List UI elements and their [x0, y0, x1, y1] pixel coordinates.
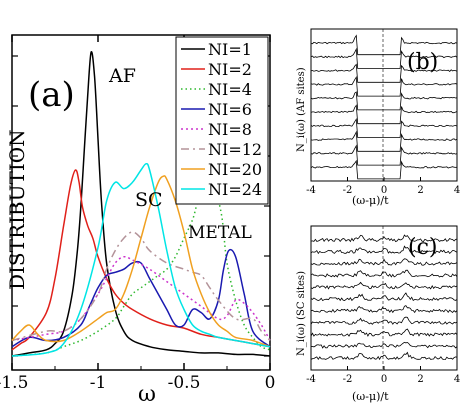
- annotation-metal: METAL: [188, 223, 252, 243]
- panel-b: (b) -4 -2 0 2 4 (ω-μ)/t N_i(ω) (AF sites): [296, 28, 460, 207]
- panel-a: (a) AF SC METAL DISTRIBUTION ω -1.5 -1 -0.…: [0, 34, 275, 405]
- legend-label: NI=1: [208, 40, 252, 59]
- x-tick-label: 2: [417, 185, 423, 196]
- panel-c-label: (c): [408, 235, 438, 260]
- ldos-trace: [310, 292, 458, 302]
- ldos-trace: [310, 75, 458, 97]
- ldos-trace: [310, 117, 458, 138]
- x-tick-label: -2: [343, 374, 353, 385]
- ldos-trace: [310, 305, 458, 314]
- panel-c-traces: [310, 234, 458, 370]
- x-tick-label: -1: [90, 373, 107, 393]
- ldos-trace: [310, 341, 458, 349]
- panel-c-x-tick-labels: -4 -2 0 2 4: [306, 374, 460, 385]
- series-line-ni-12: [11, 231, 271, 342]
- ldos-trace: [310, 34, 458, 56]
- ldos-trace: [310, 47, 458, 69]
- ldos-trace: [310, 269, 458, 278]
- panel-a-curves: [11, 51, 271, 357]
- x-tick-label: -2: [343, 185, 353, 196]
- annotation-af: AF: [108, 65, 136, 87]
- ldos-trace: [310, 328, 458, 337]
- panel-b-ylabel: N_i(ω) (AF sites): [296, 67, 307, 152]
- ldos-trace: [310, 316, 458, 325]
- legend-box: [175, 36, 269, 205]
- ldos-trace: [310, 234, 458, 243]
- x-tick-label: 0: [381, 185, 387, 196]
- x-tick-label: -0.5: [168, 373, 201, 393]
- panel-c: (c) -4 -2 0 2 4 (ω-μ)/t N_i(ω) (SC sites): [296, 225, 460, 403]
- x-tick-label: -1.5: [0, 373, 28, 393]
- legend-label: NI=4: [208, 80, 252, 99]
- ldos-trace: [310, 159, 458, 180]
- panel-a-xlabel: ω: [138, 382, 156, 405]
- x-tick-label: -4: [306, 185, 316, 196]
- series-line-ni-1: [11, 51, 271, 357]
- x-tick-label: 0: [381, 374, 387, 385]
- ldos-trace: [310, 63, 458, 83]
- legend-label: NI=2: [208, 60, 252, 79]
- ldos-trace: [310, 258, 458, 266]
- series-line-ni-6: [11, 248, 271, 348]
- panel-c-ylabel: N_i(ω) (SC sites): [296, 271, 307, 356]
- annotation-sc: SC: [135, 189, 163, 211]
- ldos-trace: [310, 281, 458, 290]
- ldos-trace: [310, 144, 458, 166]
- panel-b-label: (b): [407, 50, 438, 75]
- series-line-ni-20: [11, 175, 271, 348]
- legend-label: NI=24: [208, 180, 262, 199]
- panel-b-x-tick-labels: -4 -2 0 2 4: [306, 185, 460, 196]
- x-tick-label: 4: [454, 185, 460, 196]
- ldos-trace: [310, 104, 458, 125]
- panel-a-x-tick-labels: -1.5 -1 -0.5 0: [0, 373, 275, 393]
- series-line-ni-24: [11, 163, 271, 357]
- ldos-trace: [310, 91, 458, 111]
- ldos-trace: [310, 130, 458, 152]
- ldos-trace: [310, 351, 458, 361]
- panel-a-label: (a): [28, 75, 75, 115]
- panel-c-xlabel: (ω-μ)/t: [352, 390, 389, 403]
- x-tick-label: 0: [265, 373, 276, 393]
- panel-a-ylabel: DISTRIBUTION: [5, 129, 29, 290]
- panel-b-traces: [310, 34, 458, 181]
- x-tick-label: 4: [454, 374, 460, 385]
- legend-label: NI=20: [208, 160, 262, 179]
- legend-label: NI=8: [208, 120, 252, 139]
- legend-label: NI=6: [208, 100, 252, 119]
- ldos-trace: [310, 245, 458, 255]
- x-tick-label: 2: [417, 374, 423, 385]
- legend-label: NI=12: [208, 140, 262, 159]
- series-line-ni-2: [11, 169, 271, 351]
- x-tick-label: -4: [306, 374, 316, 385]
- panel-b-xlabel: (ω-μ)/t: [352, 194, 389, 207]
